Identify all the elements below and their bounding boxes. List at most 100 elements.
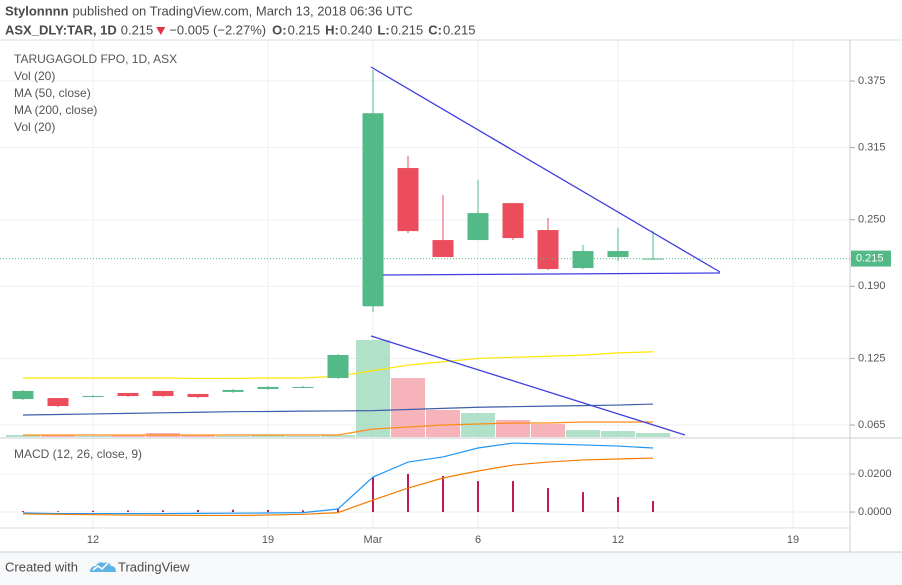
trendline <box>370 335 686 436</box>
ohlc-value: 0.215 <box>443 22 476 37</box>
trendline <box>370 66 721 273</box>
volume-bar <box>181 435 215 437</box>
legend-entry: Vol (20) <box>14 69 55 83</box>
y-tick-label: 0.190 <box>858 280 886 292</box>
volume-bar <box>356 340 390 437</box>
volume-bar <box>636 433 670 437</box>
ohlc-value: 0.215 <box>288 22 321 37</box>
last-price-tag <box>851 250 891 267</box>
footer-brand[interactable]: TradingView <box>118 559 190 574</box>
ohlc-label: C: <box>428 22 442 37</box>
ohlc-label: O: <box>272 22 286 37</box>
volume-bar <box>251 435 285 437</box>
last-price: 0.215 <box>121 22 154 37</box>
candle-body <box>467 213 489 241</box>
ohlc-label: L: <box>377 22 389 37</box>
macd-histogram-bar <box>442 475 444 513</box>
candle-body <box>187 393 209 398</box>
macd-histogram-bar <box>547 488 549 513</box>
candle-body <box>607 251 629 258</box>
candle-body <box>257 386 279 389</box>
trendline <box>382 272 721 276</box>
candle-body <box>12 390 34 400</box>
macd-histogram-bar <box>477 481 479 513</box>
y-tick-label: 0.065 <box>858 419 886 431</box>
macd-histogram-bar <box>302 510 304 513</box>
macd-histogram-bar <box>197 509 199 513</box>
volume-bar <box>41 435 75 437</box>
candle-body <box>432 240 454 258</box>
price-change: −0.005 (−2.27%) <box>169 22 266 37</box>
macd-line <box>22 457 654 517</box>
x-tick-label: 19 <box>262 534 274 546</box>
candle-body <box>117 392 139 397</box>
volume-bar <box>6 435 40 437</box>
macd-line <box>22 442 654 515</box>
macd-histogram-bar <box>512 481 514 513</box>
volume-bar <box>426 410 460 437</box>
moving-average-line <box>22 403 654 416</box>
x-tick-label: 19 <box>787 534 799 546</box>
volume-bar <box>321 435 355 437</box>
volume-bar <box>216 436 250 437</box>
candle-body <box>292 386 314 388</box>
volume-bar <box>286 436 320 437</box>
macd-histogram-bar <box>57 511 59 513</box>
volume-bar <box>566 430 600 437</box>
legend-entry: MA (50, close) <box>14 86 91 100</box>
macd-histogram-bar <box>617 497 619 513</box>
candle-body <box>502 203 524 239</box>
candle-body <box>362 113 384 307</box>
legend-entry: MA (200, close) <box>14 103 97 117</box>
chart-title: MACD (12, 26, close, 9) <box>14 447 142 461</box>
macd-histogram-bar <box>162 510 164 513</box>
volume-bar <box>111 435 145 437</box>
candle-body <box>572 251 594 269</box>
x-tick-label: 12 <box>87 534 99 546</box>
candle-body <box>82 396 104 398</box>
chart-title: TARUGAGOLD FPO, 1D, ASX <box>14 52 177 66</box>
ohlc-label: H: <box>325 22 339 37</box>
macd-histogram-bar <box>582 492 584 513</box>
down-arrow <box>156 27 166 35</box>
candle-body <box>642 258 664 260</box>
macd-histogram-bar <box>407 474 409 513</box>
last-price-label: 0.215 <box>856 252 884 264</box>
y-tick-label: 0.0000 <box>858 506 892 518</box>
candle-body <box>222 389 244 392</box>
volume-bar <box>461 413 495 437</box>
volume-bar <box>601 431 635 437</box>
macd-histogram-bar <box>127 510 129 513</box>
macd-histogram-bar <box>652 501 654 513</box>
y-tick-label: 0.315 <box>858 142 886 154</box>
symbol: ASX_DLY:TAR, 1D <box>5 22 117 37</box>
y-tick-label: 0.375 <box>858 75 886 87</box>
published-note: published on TradingView.com, March 13, … <box>73 3 413 18</box>
macd-histogram-bar <box>92 510 94 513</box>
macd-histogram-bar <box>22 511 24 513</box>
macd-histogram-bar <box>372 477 374 513</box>
candle-body <box>537 230 559 270</box>
y-tick-label: 0.250 <box>858 214 886 226</box>
footer-bar <box>0 552 902 585</box>
x-tick-label: 6 <box>475 534 481 546</box>
y-tick-label: 0.0200 <box>858 468 892 480</box>
logo-line <box>92 562 109 571</box>
volume-bar <box>496 420 530 437</box>
ohlc-value: 0.215 <box>391 22 424 37</box>
candle-body <box>327 355 349 378</box>
footer-text: Created with <box>5 559 78 574</box>
tradingview-logo[interactable] <box>90 562 116 572</box>
ohlc-value: 0.240 <box>340 22 373 37</box>
y-tick-label: 0.125 <box>858 352 886 364</box>
volume-bar <box>76 436 110 437</box>
candle-body <box>152 390 174 397</box>
volume-average-line <box>23 421 653 436</box>
volume-bar <box>531 424 565 437</box>
legend-entry: Vol (20) <box>14 120 55 134</box>
macd-histogram-bar <box>337 508 339 513</box>
author: Stylonnnn <box>5 3 69 18</box>
x-tick-label: Mar <box>364 534 383 546</box>
